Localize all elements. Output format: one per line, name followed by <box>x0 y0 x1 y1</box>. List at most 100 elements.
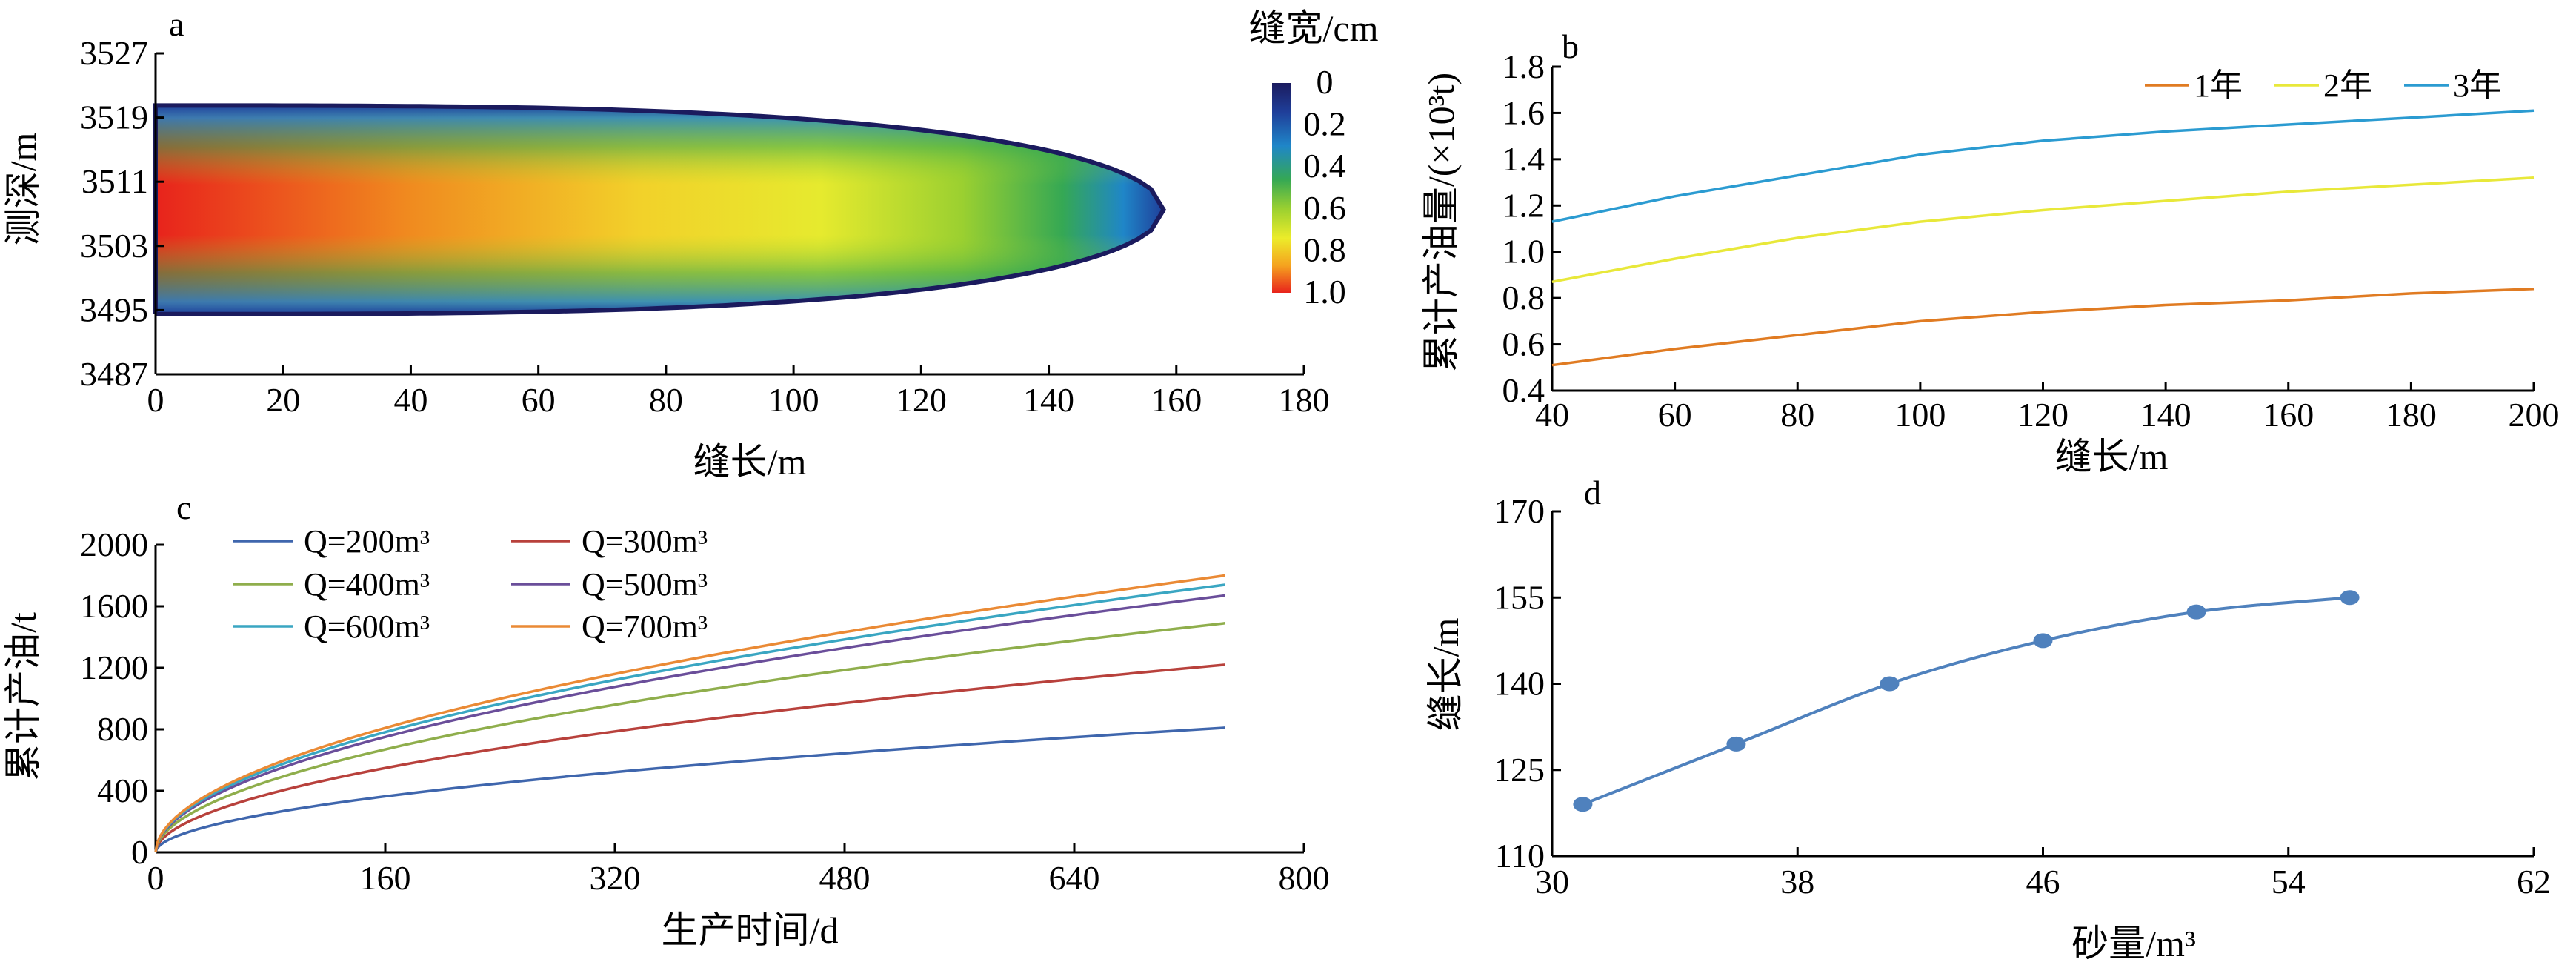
panel-a-y-tick-label: 3519 <box>80 99 148 136</box>
panel-b-y-tick-label: 0.4 <box>1502 371 1545 409</box>
panel-b-y-tick-label: 1.6 <box>1502 93 1545 131</box>
legend-label-2: 2年 <box>2323 67 2372 104</box>
panel-b-y-tick-label: 1.0 <box>1502 233 1545 271</box>
panel-b-ylabel: 累计产油量/(×10³t) <box>1420 73 1462 372</box>
panel-a-x-tick-label: 160 <box>1151 381 1202 419</box>
panel-b-xlabel: 缝长/m <box>2055 436 2169 477</box>
panel-b-y-tick-label: 1.2 <box>1502 186 1545 224</box>
panel-b-y-tick-label: 1.8 <box>1502 47 1545 85</box>
panel-a-x-tick-label: 80 <box>649 381 683 419</box>
legend-label-3: Q=400m³ <box>304 566 430 603</box>
panel-b-x-tick-label: 140 <box>2140 396 2191 434</box>
legend-label-4: Q=500m³ <box>582 566 708 603</box>
panel-c-x-tick-label: 0 <box>147 859 164 897</box>
panel-a: 0 20 40 60 80 100 120 140 160 180 3487 3495 3503 3511… <box>2 5 1379 482</box>
legend-label-1: Q=200m³ <box>304 523 430 560</box>
panel-c-y-tick-label: 2000 <box>80 525 148 563</box>
panel-b-y-tick-label: 1.4 <box>1502 140 1545 178</box>
colorbar-tick-label: 0.4 <box>1303 147 1346 185</box>
panel-b-y-tick-label: 0.6 <box>1502 325 1545 363</box>
data-point <box>2340 590 2360 606</box>
panel-b-axes: 40 60 80 100 120 140 160 180 200 0.4 0.6 0.8 1.0 1.2 1… <box>1502 47 2560 434</box>
series-line-4 <box>154 594 1225 853</box>
legend-label-6: Q=700m³ <box>582 608 708 645</box>
panel-c-y-tick-label: 400 <box>97 772 148 809</box>
fracture-edge-shading <box>156 105 1164 314</box>
panel-c-axes: 0 160 320 480 640 800 0 400 800 1200 1600 2000 <box>80 525 1330 897</box>
panel-c-series <box>154 574 1225 853</box>
data-point <box>2186 604 2206 620</box>
panel-a-ylabel: 测深/m <box>2 133 44 246</box>
panel-b: 40 60 80 100 120 140 160 180 200 0.4 0.6 0.8 1.0 1.2 1… <box>1420 27 2560 477</box>
panel-b-x-tick-label: 80 <box>1780 396 1814 434</box>
panel-b-x-tick-label: 200 <box>2509 396 2560 434</box>
panel-b-x-tick-label: 40 <box>1535 396 1569 434</box>
panel-b-x-tick-label: 160 <box>2263 396 2314 434</box>
panel-b-series <box>1551 109 2535 367</box>
panel-d-ylabel: 缝长/m <box>1425 618 1466 732</box>
panel-c-ylabel: 累计产油/t <box>2 612 44 781</box>
panel-a-y-tick-label: 3487 <box>80 355 148 393</box>
panel-c-y-tick-label: 1600 <box>80 587 148 625</box>
series-line-1 <box>1551 287 2535 367</box>
panel-a-x-tick-label: 60 <box>522 381 556 419</box>
panel-a-letter: a <box>169 5 184 43</box>
series-line-3 <box>1551 109 2535 223</box>
legend-label-5: Q=600m³ <box>304 608 430 645</box>
colorbar-tick-label: 1.0 <box>1303 273 1346 311</box>
panel-a-x-tick-label: 20 <box>266 381 300 419</box>
panel-c-letter: c <box>176 488 191 526</box>
panel-d-y-tick-label: 170 <box>1494 492 1545 530</box>
data-point <box>1880 676 1900 692</box>
panel-c-x-tick-label: 640 <box>1049 859 1100 897</box>
panel-d-y-tick-label: 125 <box>1494 751 1545 789</box>
panel-b-x-tick-label: 180 <box>2386 396 2437 434</box>
panel-d: 30 38 46 54 62 110 125 140 155 170 d 砂量/m³ 缝长/m <box>1425 474 2551 964</box>
data-point <box>2033 633 2053 649</box>
panel-a-x-tick-label: 180 <box>1279 381 1330 419</box>
panel-c-x-tick-label: 800 <box>1279 859 1330 897</box>
panel-d-y-tick-label: 140 <box>1494 665 1545 703</box>
colorbar-tick-label: 0.2 <box>1303 105 1346 143</box>
panel-c-x-tick-label: 320 <box>590 859 641 897</box>
panel-a-x-tick-label: 0 <box>147 381 164 419</box>
fracture-outline <box>153 103 1167 316</box>
panel-d-y-tick-label: 110 <box>1495 837 1545 875</box>
panel-d-x-tick-label: 62 <box>2517 863 2551 901</box>
panel-b-x-tick-label: 100 <box>1894 396 1946 434</box>
panel-d-y-tick-label: 155 <box>1494 578 1545 616</box>
colorbar: 缝宽/cm 0 0.2 0.4 0.6 0.8 1.0 <box>1249 7 1379 311</box>
panel-c-xlabel: 生产时间/d <box>662 909 839 951</box>
panel-a-axes: 0 20 40 60 80 100 120 140 160 180 3487 3495 3503 3511… <box>80 34 1330 419</box>
panel-a-y-tick-label: 3495 <box>80 291 148 328</box>
panel-a-x-tick-label: 40 <box>393 381 427 419</box>
panel-b-y-tick-label: 0.8 <box>1502 279 1545 316</box>
panel-d-x-tick-label: 38 <box>1780 863 1814 901</box>
series-line-6 <box>154 574 1225 853</box>
panel-c-x-tick-label: 160 <box>360 859 411 897</box>
colorbar-title: 缝宽/cm <box>1249 7 1379 49</box>
panel-c-y-tick-label: 800 <box>97 710 148 748</box>
panel-c-x-tick-label: 480 <box>819 859 871 897</box>
series-line-1 <box>154 726 1225 853</box>
panel-a-x-tick-label: 140 <box>1023 381 1074 419</box>
panel-d-series <box>1573 590 2360 812</box>
panel-c-legend: Q=200m³ Q=300m³ Q=400m³ Q=500m³ Q=600m³ Q=700… <box>233 523 708 645</box>
panel-d-axes: 30 38 46 54 62 110 125 140 155 170 <box>1494 492 2551 901</box>
panel-d-x-tick-label: 30 <box>1535 863 1569 901</box>
data-point <box>1726 736 1746 752</box>
panel-a-x-tick-label: 120 <box>896 381 947 419</box>
legend-label-1: 1年 <box>2194 67 2243 104</box>
panel-b-legend: 1年 2年 3年 <box>2145 67 2502 104</box>
series-line-2 <box>154 663 1225 853</box>
fracture-width-heatmap <box>153 103 1167 316</box>
panel-a-y-tick-label: 3503 <box>80 227 148 265</box>
series-line-5 <box>154 583 1225 853</box>
series-line-3 <box>154 622 1225 853</box>
legend-label-3: 3年 <box>2453 67 2502 104</box>
panel-b-x-tick-label: 120 <box>2017 396 2069 434</box>
data-point <box>1573 797 1593 812</box>
panel-a-x-tick-label: 100 <box>768 381 819 419</box>
colorbar-tick-label: 0 <box>1317 63 1334 101</box>
